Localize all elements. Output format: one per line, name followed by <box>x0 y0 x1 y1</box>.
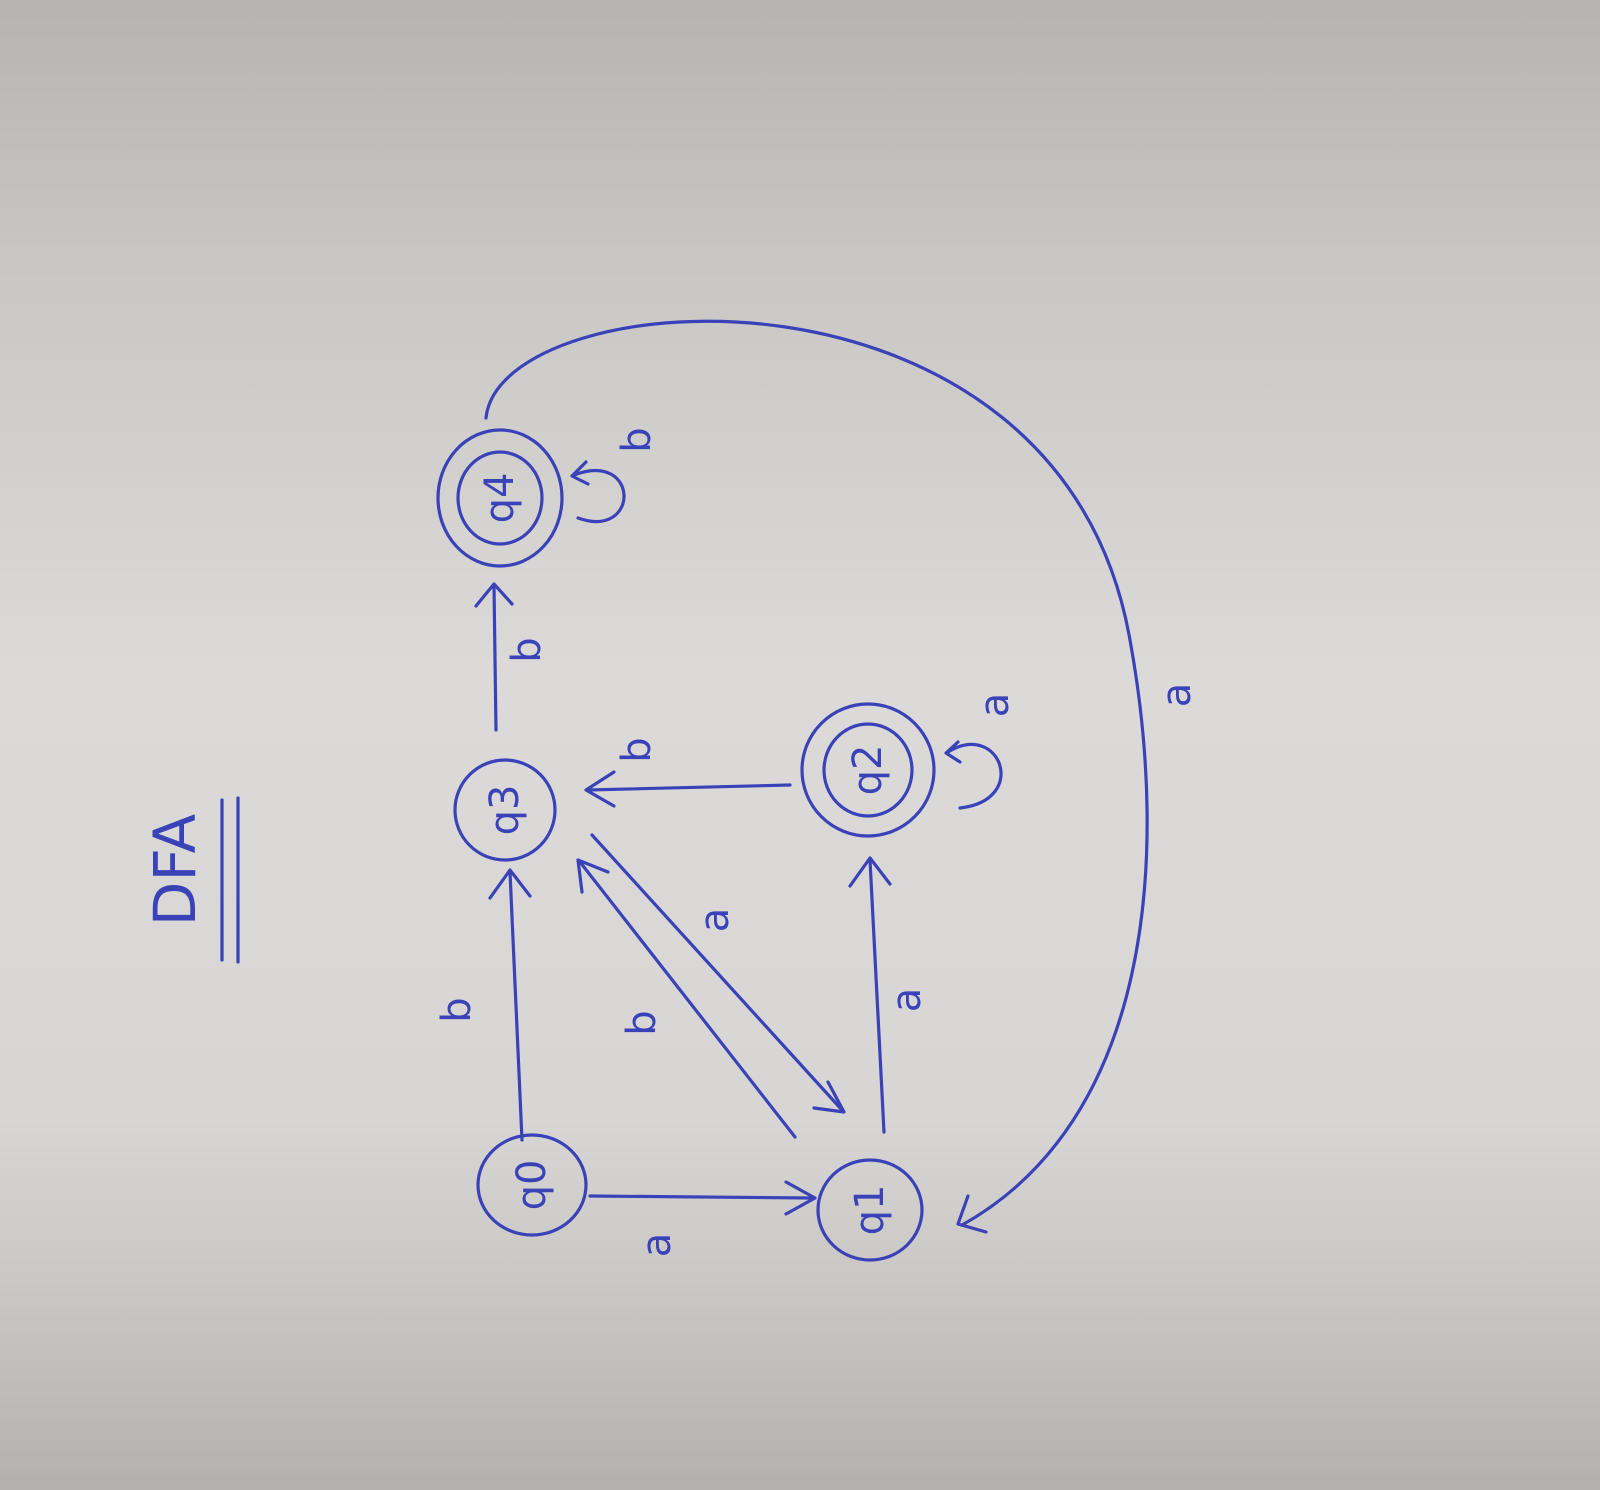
edge-q4-q1 <box>484 319 1149 1234</box>
state-q0: q0 <box>476 1133 588 1237</box>
edge-q2-loop <box>944 740 1003 810</box>
edge-q1-q3 <box>576 858 797 1139</box>
label-q2-loop: a <box>972 693 1018 718</box>
state-label-q2: q2 <box>845 745 891 796</box>
label-q1-q2: a <box>884 988 930 1013</box>
state-label-q3: q3 <box>482 785 528 836</box>
title-group: DFA <box>141 813 209 926</box>
edge-q2-q3 <box>584 770 792 808</box>
state-q4: q4 <box>436 428 564 568</box>
diagram-title: DFA <box>141 813 209 926</box>
state-q1: q1 <box>816 1158 924 1262</box>
edge-q3-q4 <box>474 582 514 732</box>
label-q3-q4: b <box>504 637 550 662</box>
edge-q1-q2 <box>848 856 892 1134</box>
state-q3: q3 <box>453 758 557 862</box>
label-q1-q3: b <box>619 1010 665 1035</box>
state-label-q1: q1 <box>847 1185 893 1236</box>
state-label-q4: q4 <box>477 473 523 524</box>
label-q4-loop: b <box>614 427 660 452</box>
label-q0-q3: b <box>434 997 480 1022</box>
edge-q3-q1 <box>590 833 846 1114</box>
state-q2: q2 <box>800 702 936 838</box>
edge-q0-q1 <box>588 1180 817 1216</box>
state-label-q0: q0 <box>509 1160 555 1211</box>
edge-q4-loop <box>570 460 626 524</box>
label-q4-q1: a <box>1154 683 1200 708</box>
label-q0-q1: a <box>634 1233 680 1258</box>
edge-labels: a b a b a b a b b a <box>434 427 1200 1257</box>
edge-q0-q3 <box>488 868 532 1142</box>
label-q3-q1: a <box>692 908 738 933</box>
label-q2-q3: b <box>614 737 660 762</box>
